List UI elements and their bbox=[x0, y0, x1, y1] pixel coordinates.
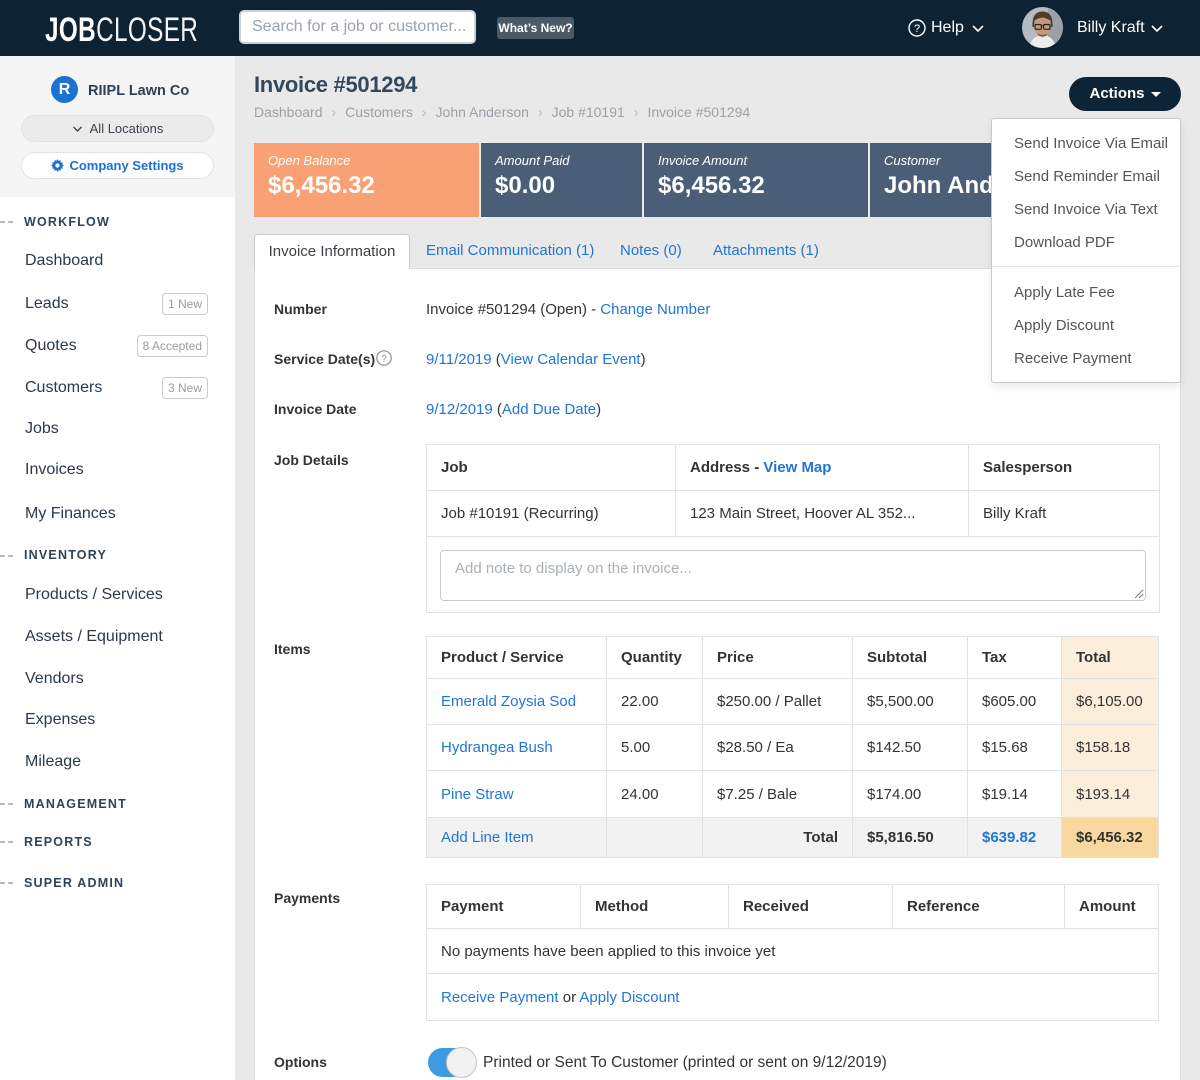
svg-text:?: ? bbox=[381, 354, 387, 365]
svg-text:?: ? bbox=[914, 23, 920, 35]
